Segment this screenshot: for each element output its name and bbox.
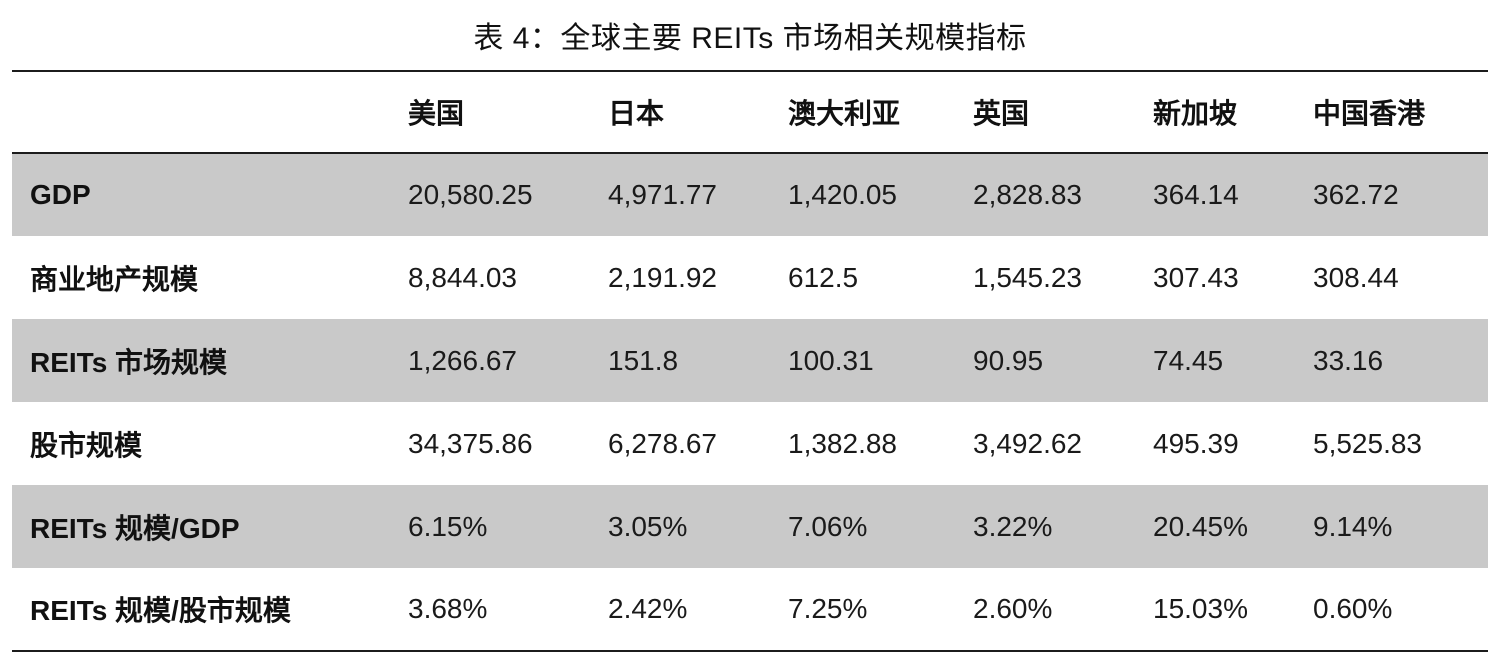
table-title: 表 4：全球主要 REITs 市场相关规模指标 <box>473 22 1027 55</box>
column-header-australia: 澳大利亚 <box>788 98 901 129</box>
table-header: 美国 日本 澳大利亚 英国 新加坡 中国香港 <box>12 71 1488 153</box>
value-cell: 74.45 <box>1153 344 1224 376</box>
value-cell: 2.60% <box>973 593 1053 624</box>
value-cell: 7.25% <box>788 593 868 624</box>
value-cell: 1,382.88 <box>788 427 897 459</box>
table-row-reits-to-stock-market: REITs 规模/股市规模 3.68% 2.42% 7.25% 2.60% 15… <box>12 568 1488 651</box>
row-label: GDP <box>30 179 91 210</box>
value-cell: 3.22% <box>973 510 1053 542</box>
column-header-blank <box>12 71 408 153</box>
row-label: REITs 规模/股市规模 <box>30 595 291 626</box>
value-cell: 364.14 <box>1153 179 1239 210</box>
reits-market-table: 美国 日本 澳大利亚 英国 新加坡 中国香港 GDP 20,580.25 4,9… <box>12 70 1488 652</box>
row-label: REITs 市场规模 <box>30 346 228 378</box>
value-cell: 1,545.23 <box>973 261 1082 293</box>
value-cell: 8,844.03 <box>408 261 517 293</box>
table-row-commercial-real-estate: 商业地产规模 8,844.03 2,191.92 612.5 1,545.23 … <box>12 236 1488 319</box>
table-row-reits-market-size: REITs 市场规模 1,266.67 151.8 100.31 90.95 7… <box>12 319 1488 402</box>
value-cell: 15.03% <box>1153 593 1248 624</box>
value-cell: 151.8 <box>608 344 679 376</box>
column-header-singapore: 新加坡 <box>1153 98 1238 129</box>
value-cell: 2.42% <box>608 593 688 624</box>
value-cell: 5,525.83 <box>1313 427 1422 459</box>
value-cell: 3,492.62 <box>973 427 1082 459</box>
column-header-hongkong: 中国香港 <box>1313 98 1426 129</box>
value-cell: 33.16 <box>1313 344 1384 376</box>
row-label: REITs 规模/GDP <box>30 512 240 544</box>
value-cell: 1,266.67 <box>408 344 517 376</box>
table-body: GDP 20,580.25 4,971.77 1,420.05 2,828.83… <box>12 153 1488 651</box>
table-row-stock-market-size: 股市规模 34,375.86 6,278.67 1,382.88 3,492.6… <box>12 402 1488 485</box>
value-cell: 6.15% <box>408 510 488 542</box>
value-cell: 2,828.83 <box>973 179 1082 210</box>
value-cell: 2,191.92 <box>608 261 717 293</box>
table-row-reits-to-gdp: REITs 规模/GDP 6.15% 3.05% 7.06% 3.22% 20.… <box>12 485 1488 568</box>
header-row: 美国 日本 澳大利亚 英国 新加坡 中国香港 <box>12 71 1488 153</box>
value-cell: 3.05% <box>608 510 688 542</box>
value-cell: 4,971.77 <box>608 179 717 210</box>
value-cell: 3.68% <box>408 593 488 624</box>
value-cell: 612.5 <box>788 261 859 293</box>
value-cell: 1,420.05 <box>788 179 897 210</box>
row-label: 股市规模 <box>30 429 143 461</box>
value-cell: 0.60% <box>1313 593 1393 624</box>
column-header-usa: 美国 <box>408 98 465 129</box>
value-cell: 9.14% <box>1313 510 1393 542</box>
value-cell: 495.39 <box>1153 427 1239 459</box>
value-cell: 20,580.25 <box>408 179 533 210</box>
value-cell: 6,278.67 <box>608 427 717 459</box>
value-cell: 90.95 <box>973 344 1044 376</box>
row-label: 商业地产规模 <box>30 263 199 295</box>
value-cell: 34,375.86 <box>408 427 533 459</box>
table-row-gdp: GDP 20,580.25 4,971.77 1,420.05 2,828.83… <box>12 153 1488 236</box>
value-cell: 100.31 <box>788 344 874 376</box>
value-cell: 7.06% <box>788 510 868 542</box>
column-header-japan: 日本 <box>608 98 665 129</box>
column-header-uk: 英国 <box>973 98 1030 129</box>
value-cell: 308.44 <box>1313 261 1399 293</box>
value-cell: 307.43 <box>1153 261 1239 293</box>
value-cell: 362.72 <box>1313 179 1399 210</box>
value-cell: 20.45% <box>1153 510 1248 542</box>
